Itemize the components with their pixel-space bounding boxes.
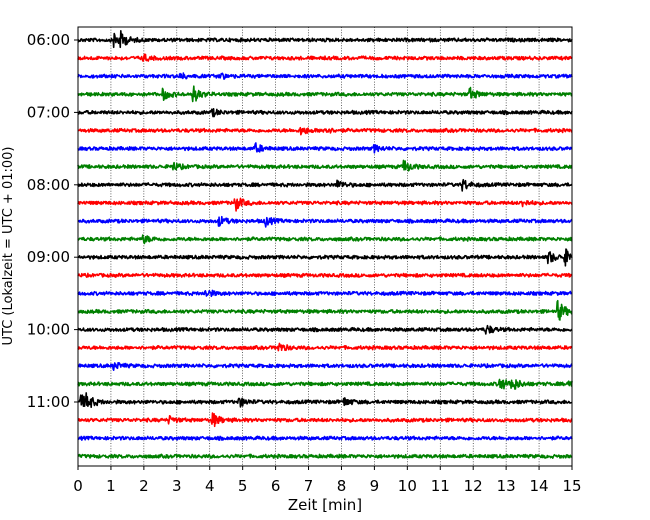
x-tick-label: 9 [370,477,380,495]
trace-11:45 [77,453,573,460]
trace-09:00 [77,248,573,267]
x-tick-label: 15 [562,477,581,495]
x-tick-label: 14 [530,477,549,495]
trace-08:45 [77,234,573,245]
y-tick-label: 09:00 [27,248,70,266]
x-tick-label: 10 [398,477,417,495]
x-tick-label: 1 [106,477,116,495]
trace-10:45 [77,378,573,390]
x-axis-ticks: 0 1 2 3 4 5 6 7 8 9 10 11 12 13 14 15 [73,466,582,495]
y-tick-label: 10:00 [27,321,70,339]
x-tick-label: 12 [464,477,483,495]
trace-10:15 [77,342,573,352]
trace-07:15 [77,126,573,136]
x-tick-label: 6 [271,477,281,495]
trace-09:15 [77,272,573,278]
x-tick-label: 8 [337,477,347,495]
trace-11:30 [77,435,573,441]
trace-08:30 [77,215,573,228]
y-tick-label: 08:00 [27,176,70,194]
trace-07:30 [77,142,573,154]
y-axis-ticks: 06:00 07:00 08:00 09:00 10:00 11:00 [27,31,78,411]
trace-11:00 [77,392,573,409]
x-tick-label: 4 [205,477,215,495]
x-axis-label: Zeit [min] [288,496,362,514]
x-tick-label: 7 [304,477,314,495]
x-tick-label: 13 [497,477,516,495]
trace-11:15 [77,412,573,428]
trace-06:00 [77,29,573,49]
x-tick-label: 0 [73,477,83,495]
trace-08:15 [77,197,573,212]
trace-10:00 [77,324,573,335]
vertical-grid [110,27,540,466]
y-axis-label: UTC (Lokalzeit = UTC + 01:00) [1,147,16,346]
axes-frame [77,26,573,467]
x-tick-label: 5 [238,477,248,495]
x-tick-label: 3 [172,477,182,495]
y-tick-label: 07:00 [27,103,70,121]
trace-06:30 [77,72,573,80]
trace-10:30 [77,362,573,371]
trace-08:00 [77,178,573,192]
trace-09:30 [77,289,573,298]
trace-group [77,29,573,460]
trace-06:15 [77,53,573,62]
y-tick-label: 11:00 [27,393,70,411]
trace-06:45 [77,85,573,103]
trace-09:45 [77,299,573,321]
y-tick-label: 06:00 [27,31,70,49]
x-tick-label: 2 [139,477,149,495]
trace-07:45 [77,159,573,172]
trace-07:00 [77,107,573,118]
x-tick-label: 11 [431,477,450,495]
